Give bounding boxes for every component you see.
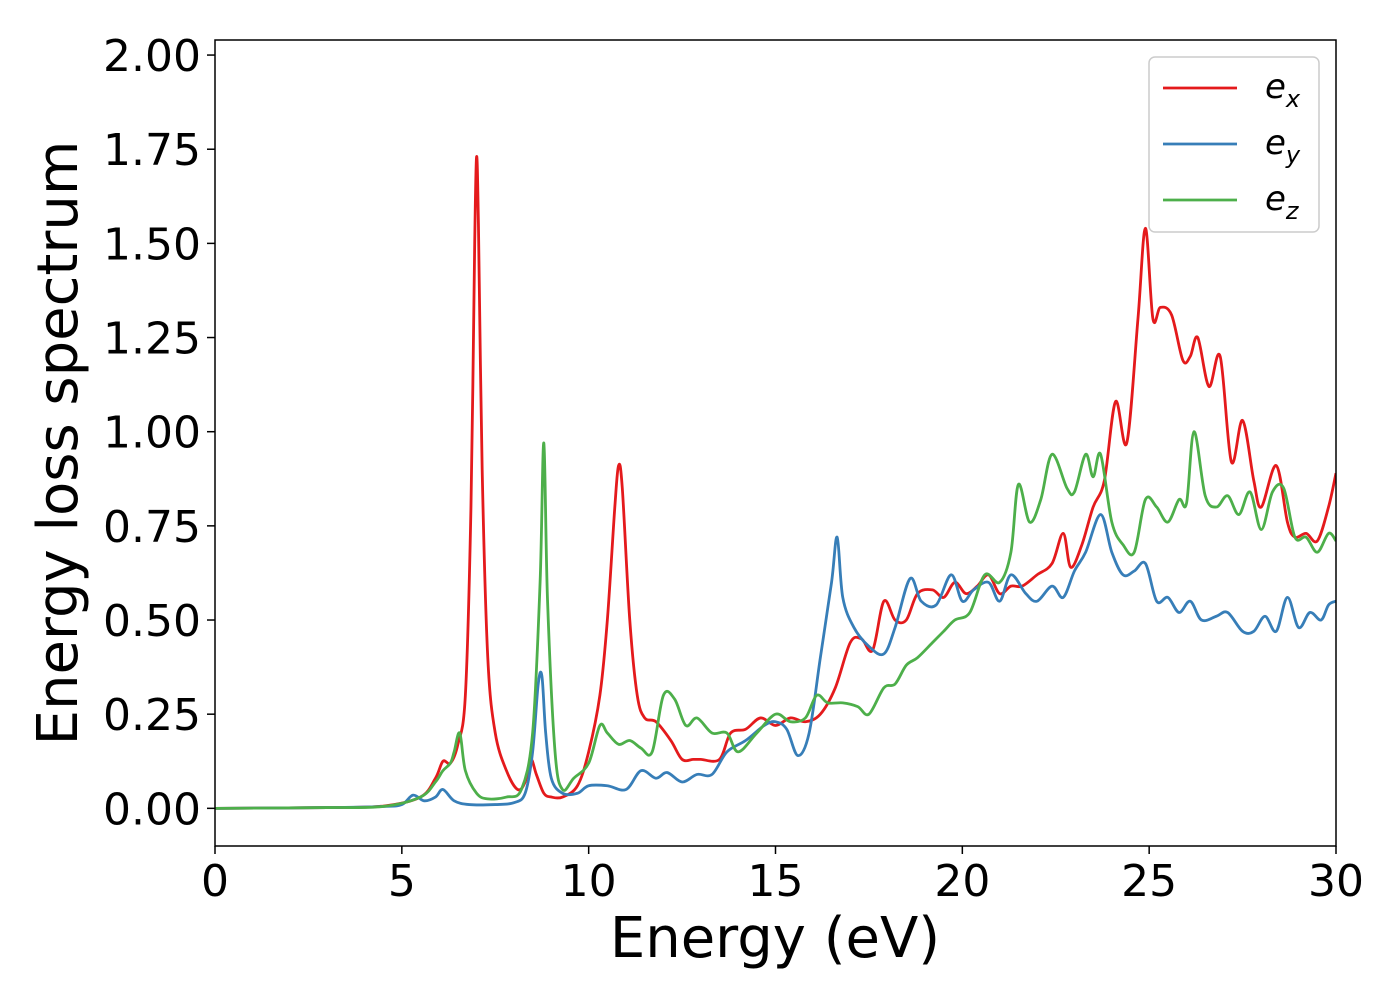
y-tick-label: 1.25 xyxy=(103,314,201,365)
y-axis-ticks: 0.00 0.25 0.50 0.75 1.00 1.25 1.50 1.75 2.00 xyxy=(103,31,215,835)
x-tick-label: 20 xyxy=(934,856,990,907)
x-tick-label: 0 xyxy=(201,856,229,907)
y-tick-label: 0.25 xyxy=(103,690,201,741)
y-tick-label: 0.50 xyxy=(103,596,201,647)
x-tick-label: 30 xyxy=(1308,856,1364,907)
y-tick-label: 0.75 xyxy=(103,502,201,553)
x-tick-label: 10 xyxy=(561,856,617,907)
series-line-z xyxy=(215,430,1336,810)
series-line-x xyxy=(215,155,1336,810)
x-tick-label: 15 xyxy=(748,856,804,907)
y-tick-label: 2.00 xyxy=(103,31,201,82)
y-axis-label: Energy loss spectrum xyxy=(26,141,91,746)
x-axis-ticks: 0 5 10 15 20 25 30 xyxy=(201,846,1364,907)
series-line-y xyxy=(215,513,1336,810)
y-tick-label: 0.00 xyxy=(103,784,201,835)
plot-area xyxy=(215,155,1336,810)
y-tick-label: 1.75 xyxy=(103,125,201,176)
x-tick-label: 5 xyxy=(388,856,416,907)
y-tick-label: 1.00 xyxy=(103,408,201,459)
y-tick-label: 1.50 xyxy=(103,219,201,270)
x-axis-label: Energy (eV) xyxy=(610,906,940,971)
plot-frame xyxy=(214,39,1337,847)
series-lines xyxy=(215,155,1336,810)
x-tick-label: 25 xyxy=(1121,856,1177,907)
